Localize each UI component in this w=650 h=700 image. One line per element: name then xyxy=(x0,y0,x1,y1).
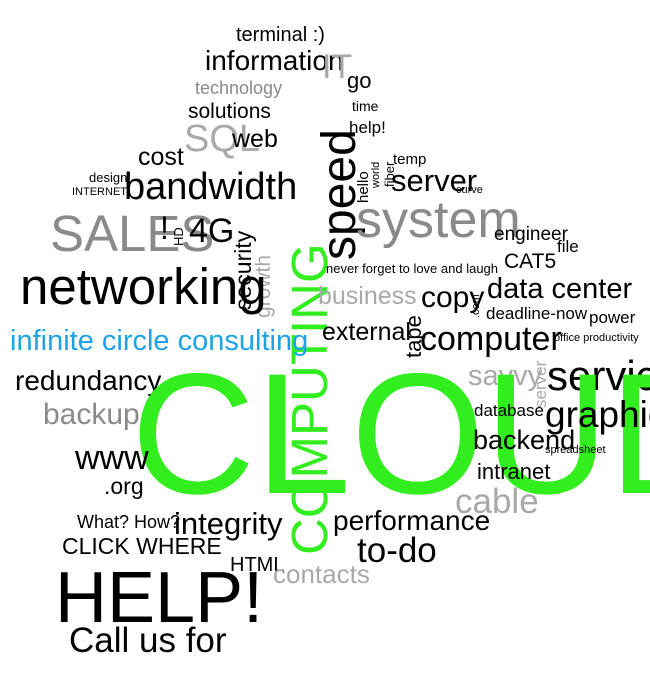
word-temp: temp xyxy=(393,151,427,168)
word-backup: backup xyxy=(43,398,140,431)
word-web: web xyxy=(232,125,278,153)
word-call-us-for: Call us for xyxy=(69,621,227,660)
word-performance: performance xyxy=(333,505,491,536)
word-sales: SALES xyxy=(50,205,215,262)
word-information: information xyxy=(205,45,344,76)
word-business: business xyxy=(318,282,417,310)
word-power: power xyxy=(589,308,636,327)
word-cloud: CLOUD xyxy=(131,338,650,530)
word-spreadsheet: spreadsheet xyxy=(545,444,606,456)
word-exclaim: ! xyxy=(160,210,169,246)
word-never-forget: never forget to love and laugh xyxy=(326,261,499,276)
word-curve: curve xyxy=(456,184,483,196)
word-world: world xyxy=(370,161,382,188)
word-time: time xyxy=(352,98,379,114)
word-cost: cost xyxy=(138,143,184,171)
word-bandwidth: bandwidth xyxy=(124,166,298,208)
word-contacts: contacts xyxy=(273,559,370,589)
word-deadline: deadline-now xyxy=(486,304,588,323)
word-solutions: solutions xyxy=(188,100,271,123)
word-computer: computer xyxy=(420,320,562,358)
word-copy: copy xyxy=(421,281,485,314)
word-engineer: engineer xyxy=(494,224,568,245)
word-terminal: terminal :) xyxy=(236,24,325,46)
word-click-where: CLICK WHERE xyxy=(62,533,222,559)
word-system: system xyxy=(356,191,521,249)
word-office-productivity: office productivity xyxy=(554,332,639,344)
word-infinite-circle-consulting: infinite circle consulting xyxy=(10,325,309,357)
word-html: HTML xyxy=(230,554,285,576)
word-savvy: savvy xyxy=(468,360,543,392)
word-integrity: integrity xyxy=(174,506,283,541)
word-it: IT xyxy=(322,48,353,86)
word-backend: backend xyxy=(473,425,576,455)
word-go: go xyxy=(347,68,372,93)
word-service: service xyxy=(547,352,650,399)
word-networking: networking xyxy=(20,258,267,315)
word-external: external xyxy=(322,318,411,346)
word-graphic: graphic xyxy=(545,394,650,435)
word-file: file xyxy=(557,237,579,256)
word-sql: SQL xyxy=(184,118,261,160)
word-intranet: intranet xyxy=(477,459,551,484)
word-redundancy: redundancy xyxy=(15,365,162,396)
word-4g: 4G xyxy=(189,212,235,250)
word-cable: cable xyxy=(455,482,539,521)
word-server: server xyxy=(391,163,478,198)
word-dotcom: .com xyxy=(470,294,482,318)
word-hd: HD xyxy=(171,227,186,246)
word-help-big: HELP! xyxy=(55,558,264,638)
word-cat5: CAT5 xyxy=(504,250,557,273)
word-technology: technology xyxy=(195,78,283,98)
word-help-small: help! xyxy=(349,118,386,137)
word-org: .org xyxy=(104,473,144,499)
word-data-center: data center xyxy=(487,273,633,305)
word-internet: INTERNET xyxy=(72,186,127,198)
word-www: www xyxy=(75,439,149,477)
word-what-how: What? How? xyxy=(77,512,181,532)
word-database: database xyxy=(474,401,544,420)
word-design: design xyxy=(89,170,128,185)
word-to-do: to-do xyxy=(357,531,437,570)
